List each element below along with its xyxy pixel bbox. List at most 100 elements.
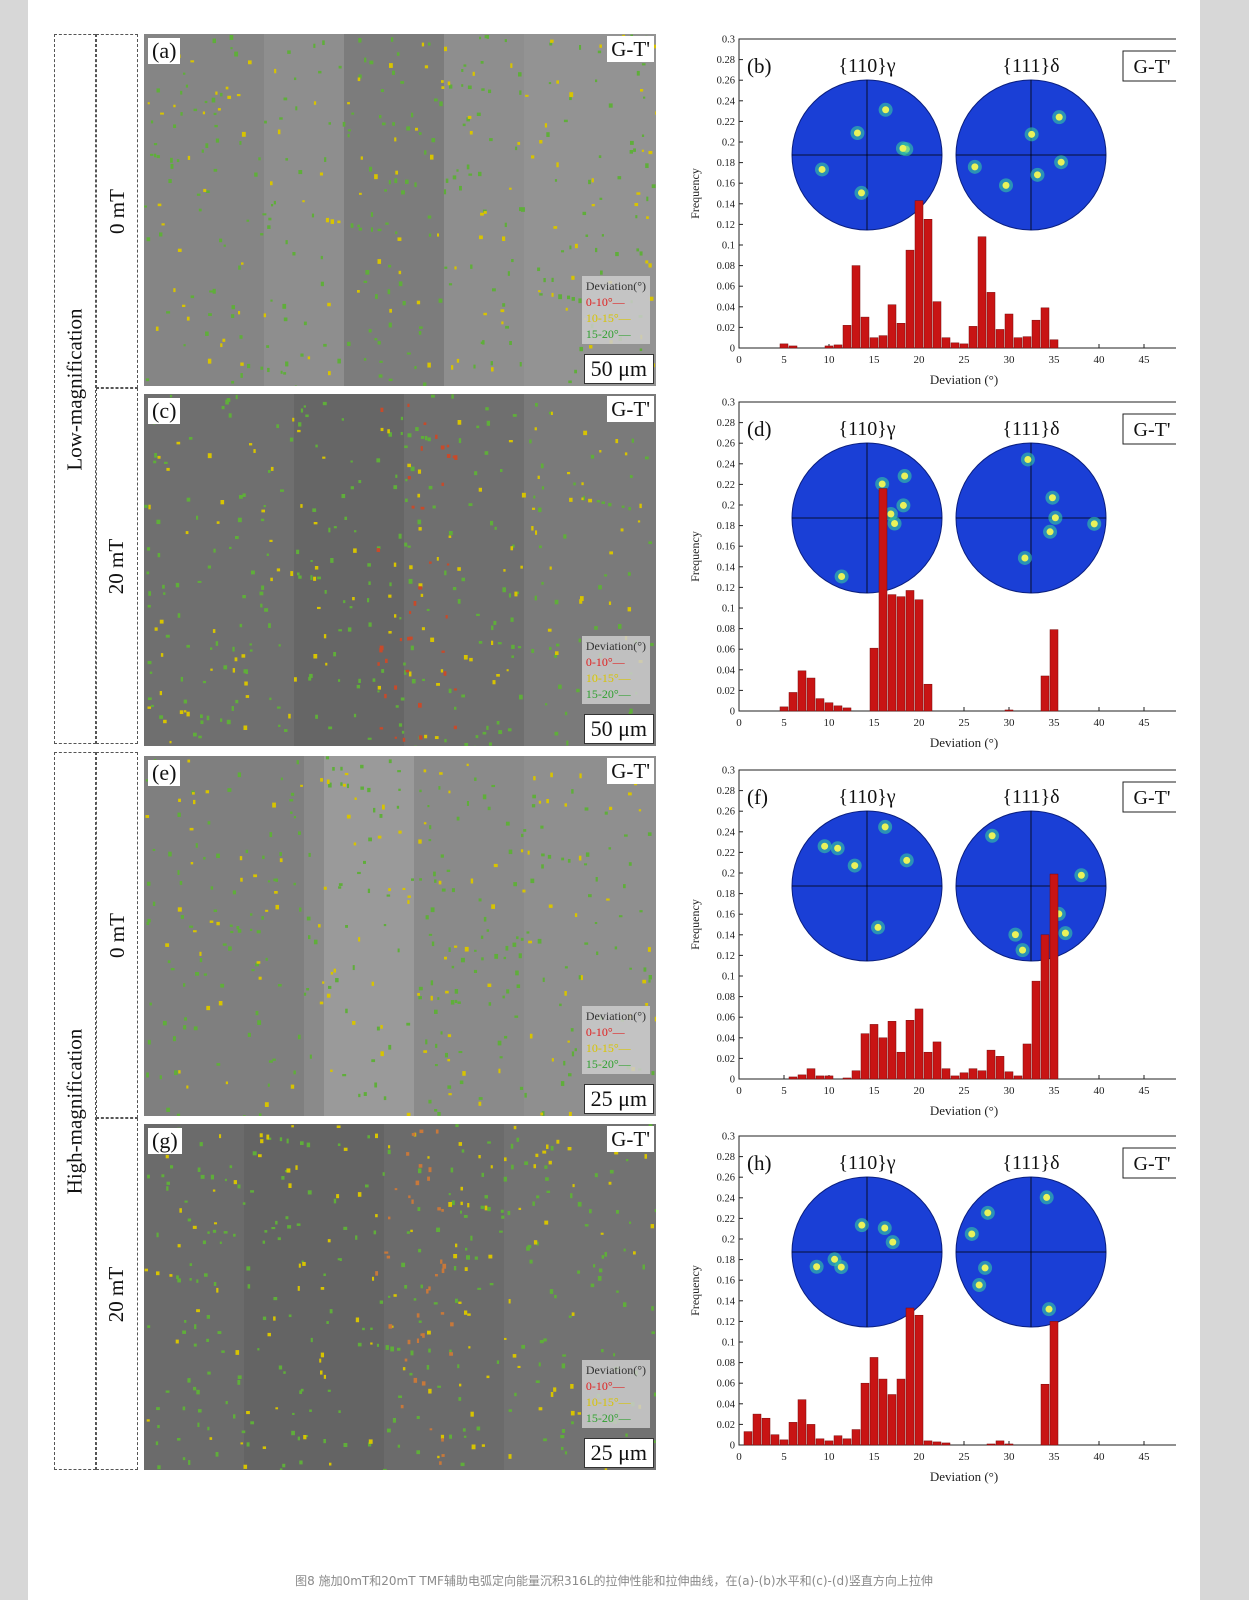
boundary-mark (641, 63, 646, 66)
boundary-mark (253, 874, 258, 878)
boundary-mark (186, 316, 190, 321)
boundary-mark (452, 587, 457, 591)
boundary-mark (433, 871, 436, 877)
boundary-mark (420, 1284, 423, 1289)
boundary-mark (447, 1085, 452, 1089)
boundary-mark (364, 57, 367, 63)
boundary-mark (315, 444, 318, 448)
boundary-mark (624, 834, 628, 837)
boundary-mark (210, 668, 213, 671)
row-box-e (96, 752, 138, 1118)
boundary-mark (168, 179, 172, 184)
boundary-mark (584, 1224, 589, 1227)
pole-spot (1090, 520, 1098, 528)
boundary-mark (430, 995, 433, 1001)
boundary-mark (392, 122, 396, 126)
boundary-mark (184, 1320, 187, 1323)
boundary-mark (574, 913, 578, 918)
x-tick-label: 40 (1094, 717, 1106, 729)
boundary-mark (352, 1021, 356, 1025)
boundary-mark (286, 1168, 291, 1173)
boundary-mark (157, 1465, 161, 1470)
boundary-mark (279, 858, 283, 863)
boundary-mark (418, 986, 423, 991)
chart-panel-label: (f) (747, 785, 768, 809)
boundary-mark (643, 967, 647, 972)
histogram-bar (995, 1440, 1005, 1446)
boundary-mark (243, 1115, 246, 1116)
pole-spot (882, 106, 890, 114)
boundary-mark (547, 854, 552, 859)
boundary-mark (306, 988, 310, 991)
boundary-mark (222, 943, 227, 946)
boundary-mark (510, 1143, 514, 1149)
boundary-mark (189, 827, 194, 831)
boundary-mark (599, 450, 602, 453)
boundary-mark (283, 372, 287, 375)
y-tick-label: 0.06 (717, 282, 735, 293)
boundary-mark (287, 50, 291, 54)
boundary-mark (208, 313, 212, 316)
boundary-mark (206, 1005, 211, 1011)
boundary-mark (178, 1070, 181, 1074)
boundary-mark (536, 1195, 540, 1199)
boundary-mark (498, 1068, 501, 1074)
boundary-mark (282, 303, 287, 309)
boundary-mark (287, 1225, 292, 1229)
boundary-mark (323, 1439, 326, 1444)
boundary-mark (406, 1022, 411, 1026)
boundary-mark (453, 1266, 457, 1271)
boundary-mark (216, 921, 220, 926)
boundary-mark (435, 434, 438, 439)
boundary-mark (541, 1111, 545, 1116)
boundary-mark (627, 607, 632, 612)
boundary-mark (303, 405, 307, 408)
boundary-mark (410, 1350, 414, 1356)
x-tick-label: 10 (824, 717, 836, 729)
pole-spot (1024, 455, 1032, 463)
boundary-mark (343, 1226, 348, 1230)
boundary-mark (317, 606, 321, 610)
boundary-mark (327, 1389, 331, 1392)
boundary-mark (157, 1425, 160, 1429)
boundary-mark (147, 881, 151, 886)
histogram-bar (842, 1077, 852, 1080)
boundary-mark (533, 776, 536, 781)
boundary-mark (531, 804, 536, 808)
boundary-mark (569, 92, 574, 98)
x-axis-label: Deviation (°) (930, 372, 998, 387)
boundary-mark (358, 227, 363, 231)
boundary-mark (242, 1202, 246, 1205)
micrograph-a-image (144, 34, 656, 386)
boundary-mark (504, 39, 507, 43)
boundary-mark (437, 1455, 440, 1459)
boundary-mark (377, 685, 381, 690)
boundary-mark (230, 47, 233, 50)
boundary-mark (588, 498, 593, 503)
boundary-mark (514, 1392, 517, 1397)
boundary-mark (238, 265, 241, 270)
boundary-mark (423, 422, 427, 425)
x-tick-label: 40 (1094, 1451, 1106, 1463)
boundary-mark (405, 498, 408, 503)
boundary-mark (463, 1435, 467, 1438)
histogram-bar (923, 1440, 933, 1446)
boundary-mark (460, 1210, 463, 1214)
boundary-mark (476, 613, 480, 617)
boundary-mark (591, 178, 594, 183)
boundary-mark (420, 506, 425, 510)
boundary-mark (347, 102, 350, 105)
histogram-bar (896, 323, 906, 349)
pole-spot (1051, 514, 1059, 522)
histogram-bar (869, 1357, 879, 1446)
boundary-mark (188, 437, 193, 440)
boundary-mark (260, 233, 264, 236)
boundary-mark (468, 1346, 471, 1349)
boundary-mark (650, 643, 654, 647)
boundary-mark (173, 124, 177, 128)
boundary-mark (400, 81, 405, 84)
boundary-mark (384, 693, 387, 699)
legend-yellow: 10-15°— (585, 1395, 631, 1409)
boundary-mark (242, 493, 246, 497)
boundary-mark (288, 1314, 292, 1318)
